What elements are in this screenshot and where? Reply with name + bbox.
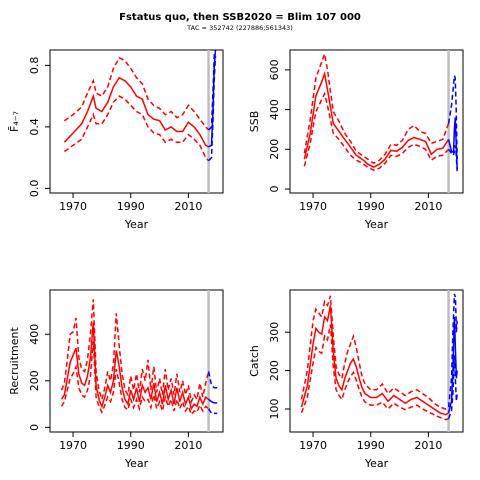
y-tick-label: 100 [268, 398, 281, 419]
panel-4: 1970 1990 2010 100 200 300 Year Catch [248, 289, 464, 470]
panels: 1970 1990 2010 0.0 0.4 0.8 Year F̄₄₋₇ 1970 1990 20… [8, 49, 464, 470]
x-tick-label: 1990 [117, 200, 145, 213]
y-axis-label: F̄₄₋₇ [8, 111, 21, 132]
panel-3: 1970 1990 2010 0 200 400 Year Recruitment [8, 289, 224, 470]
series-line-proj-lower [447, 145, 458, 172]
series-line-median [303, 70, 450, 169]
plot-frame [289, 289, 464, 433]
series-line-proj-upper [207, 371, 218, 389]
plot-frame [49, 289, 224, 433]
series-line-proj-upper [447, 75, 458, 160]
y-tick-label: 0.0 [28, 180, 41, 198]
series-line-proj-upper [208, 50, 217, 131]
series-line-lower [60, 341, 210, 416]
x-axis-label: Year [364, 218, 389, 231]
figure-title: Fstatus quo, then SSB2020 = Blim 107 000 [119, 12, 361, 23]
x-tick-label: 2010 [414, 439, 442, 452]
x-tick-label: 1970 [299, 200, 327, 213]
y-tick-label: 200 [268, 139, 281, 160]
x-tick-label: 2010 [414, 200, 442, 213]
x-tick-label: 1970 [59, 200, 87, 213]
series-group [60, 299, 218, 416]
y-tick-label: 400 [268, 99, 281, 120]
series-line-median [63, 76, 209, 148]
series-line-proj-median [447, 316, 458, 413]
y-tick-label: 200 [28, 370, 41, 391]
y-tick-label: 0.4 [28, 118, 41, 135]
x-tick-label: 1970 [59, 439, 87, 452]
plot-frame [49, 49, 224, 194]
y-axis-label: SSB [248, 111, 261, 133]
series-line-median [60, 322, 210, 411]
series-line-lower [63, 95, 210, 162]
panel-2: 1970 1990 2010 0 200 400 600 Year SSB [248, 49, 464, 231]
series-line-proj-lower [207, 408, 218, 415]
series-group [300, 293, 458, 421]
y-tick-label: 200 [268, 360, 281, 381]
series-line-proj-lower [447, 355, 458, 419]
series-line-upper [300, 295, 450, 410]
figure-subtitle: TAC = 352742 (227886;561343) [186, 24, 293, 32]
series-line-upper [63, 56, 210, 131]
series-line-median [300, 305, 450, 416]
y-tick-label: 400 [28, 324, 41, 345]
y-tick-label: 0 [28, 424, 41, 431]
series-line-upper [303, 51, 450, 165]
y-tick-label: 0.8 [28, 57, 41, 75]
x-axis-label: Year [124, 218, 149, 231]
series-line-proj-upper [447, 293, 458, 408]
series-line-upper [60, 299, 210, 405]
x-axis-label: Year [124, 457, 149, 470]
y-tick-label: 300 [268, 322, 281, 343]
y-tick-label: 600 [268, 59, 281, 80]
y-axis-label: Catch [248, 345, 261, 377]
series-group [63, 50, 217, 162]
series-line-lower [300, 324, 449, 421]
x-tick-label: 1990 [357, 439, 385, 452]
x-tick-label: 1990 [117, 439, 145, 452]
plot-frame [289, 49, 464, 194]
y-axis-label: Recruitment [8, 327, 21, 395]
x-tick-label: 1990 [357, 200, 385, 213]
x-axis-label: Year [364, 457, 389, 470]
x-tick-label: 2010 [174, 200, 202, 213]
series-line-lower [303, 91, 450, 172]
series-line-proj-lower [208, 56, 217, 162]
panel-1: 1970 1990 2010 0.0 0.4 0.8 Year F̄₄₋₇ [8, 49, 224, 231]
series-line-proj-median [208, 398, 218, 404]
x-tick-label: 1970 [299, 439, 327, 452]
series-group [303, 51, 458, 172]
y-tick-label: 0 [268, 186, 281, 193]
x-tick-label: 2010 [174, 439, 202, 452]
